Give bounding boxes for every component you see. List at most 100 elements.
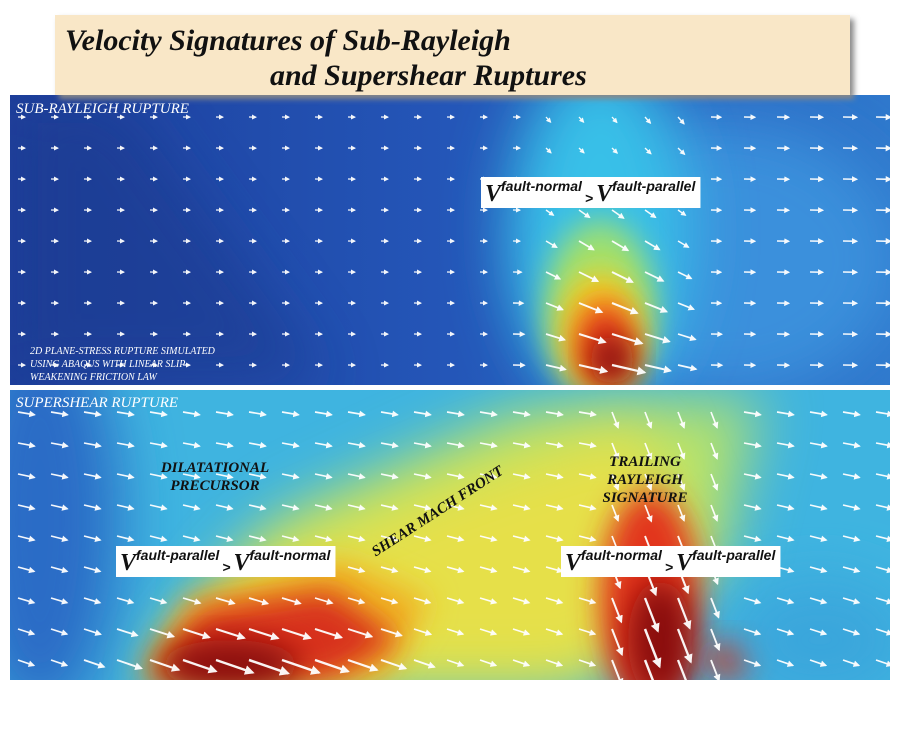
velocity-arrow [644, 364, 672, 374]
velocity-arrow [545, 271, 562, 280]
velocity-arrow [512, 628, 531, 636]
velocity-arrow [182, 658, 218, 674]
velocity-arrow [347, 628, 374, 639]
annotation: PRECURSOR [170, 478, 259, 494]
velocity-arrow [809, 504, 828, 511]
velocity-arrow [314, 410, 333, 418]
velocity-arrow [677, 302, 695, 311]
note: USING ABAQUS WITH LINEAR SLIP- [30, 359, 189, 370]
velocity-arrow [380, 535, 399, 543]
velocity-arrow [710, 597, 720, 619]
velocity-arrow [644, 147, 652, 155]
velocity-arrow [545, 659, 564, 667]
velocity-arrow [50, 659, 69, 667]
velocity-arrow [149, 628, 176, 639]
velocity-arrow [875, 535, 890, 543]
velocity-arrow [248, 441, 267, 449]
velocity-arrow [677, 473, 686, 491]
velocity-arrow [644, 473, 653, 491]
velocity-arrow [248, 658, 290, 676]
velocity-arrow [842, 597, 861, 605]
velocity-arrow [116, 597, 135, 605]
velocity-arrow [248, 627, 280, 641]
velocity-arrow [611, 116, 618, 124]
velocity-symbol: V [596, 181, 614, 207]
velocity-arrow [677, 504, 686, 522]
velocity-symbol: V [233, 550, 251, 576]
velocity-arrow [776, 628, 795, 636]
velocity-arrow [281, 535, 300, 543]
velocity-arrow [413, 535, 432, 543]
velocity-arrow [380, 597, 399, 605]
velocity-arrow [149, 597, 168, 605]
velocity-arrow [380, 410, 399, 418]
velocity-arrow [875, 628, 890, 636]
velocity-arrow [809, 597, 828, 605]
velocity-arrow [875, 659, 890, 667]
velocity-arrow [578, 240, 595, 251]
velocity-arrow [710, 411, 719, 429]
velocity-arrow [545, 535, 564, 543]
velocity-arrow [644, 240, 661, 251]
velocity-arrow [578, 597, 597, 605]
velocity-arrow [83, 473, 102, 480]
velocity-arrow [347, 566, 366, 574]
velocity-arrow [578, 271, 600, 283]
velocity-arrow [413, 597, 432, 605]
velocity-arrow [809, 659, 828, 667]
velocity-arrow [50, 410, 69, 418]
velocity-arrow [281, 504, 300, 511]
velocity-arrow [776, 659, 795, 667]
velocity-arrow [578, 333, 607, 345]
velocity-arrow [676, 597, 692, 630]
velocity-arrow [314, 441, 333, 449]
inequality-labels: Vfault-normal> Vfault-parallelVfault-para… [116, 177, 781, 577]
velocity-arrow [446, 410, 465, 418]
velocity-arrow [479, 441, 498, 449]
velocity-arrow [512, 441, 531, 449]
velocity-arrow [17, 410, 36, 418]
velocity-arrow [413, 566, 432, 574]
velocity-arrow [545, 441, 564, 449]
inequality: Vfault-normal> Vfault-parallel [565, 547, 776, 576]
velocity-arrow [809, 473, 828, 480]
velocity-arrow [776, 410, 795, 418]
velocity-arrow [743, 504, 762, 511]
subscript: fault-normal [501, 178, 583, 194]
velocity-arrow [50, 473, 69, 480]
velocity-arrow [116, 410, 135, 418]
velocity-arrow [545, 597, 564, 605]
velocity-arrow [545, 628, 564, 636]
annotation: RAYLEIGH [606, 472, 684, 488]
velocity-arrow [842, 410, 861, 418]
velocity-arrow [149, 410, 168, 418]
velocity-arrow [413, 628, 433, 636]
annotation: DILATATIONAL [160, 460, 269, 476]
velocity-symbol: V [485, 181, 503, 207]
velocity-arrow [809, 628, 828, 636]
velocity-arrow [644, 411, 653, 429]
velocity-arrow [446, 659, 465, 667]
velocity-arrow [776, 473, 795, 480]
velocity-arrow [314, 473, 333, 480]
velocity-arrow [743, 659, 762, 667]
velocity-arrow [17, 628, 36, 636]
annotation: TRAILING [609, 454, 681, 470]
velocity-arrow [347, 473, 366, 480]
velocity-arrow [578, 363, 609, 374]
velocity-arrow [248, 597, 270, 606]
title-box [55, 15, 850, 95]
velocity-arrow [545, 333, 566, 342]
velocity-arrow [248, 504, 267, 511]
velocity-arrow [413, 473, 432, 480]
velocity-arrow [578, 628, 597, 636]
velocity-arrow [710, 473, 719, 491]
velocity-arrow [643, 628, 662, 669]
velocity-arrow [677, 209, 687, 216]
velocity-arrow [545, 504, 564, 511]
velocity-arrow [512, 597, 531, 605]
velocity-arrow [578, 504, 597, 511]
velocity-arrow [677, 147, 686, 156]
velocity-arrow [578, 209, 591, 219]
velocity-arrow [116, 441, 135, 449]
